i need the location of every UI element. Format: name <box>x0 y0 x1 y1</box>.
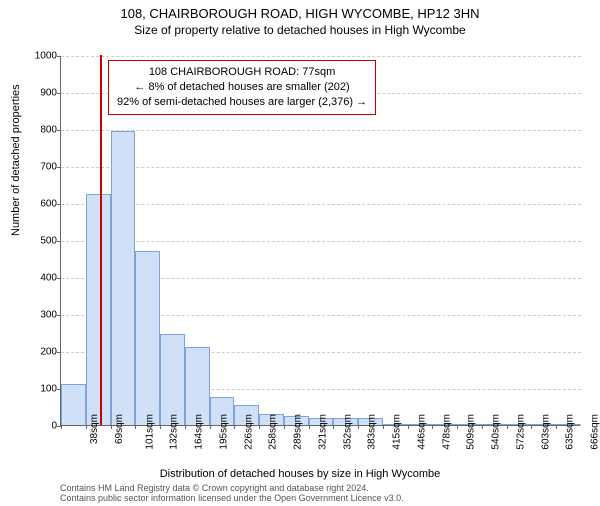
x-tick-label: 101sqm <box>144 414 155 450</box>
grid-line <box>61 167 581 168</box>
x-tick-label: 352sqm <box>342 414 353 450</box>
x-tick-label: 258sqm <box>268 414 279 450</box>
x-tick-label: 446sqm <box>416 414 427 450</box>
chart-title: 108, CHAIRBOROUGH ROAD, HIGH WYCOMBE, HP… <box>0 6 600 21</box>
x-tick-label: 38sqm <box>89 414 100 444</box>
x-tick-label: 164sqm <box>194 414 205 450</box>
y-axis-label: Number of detached properties <box>10 84 22 236</box>
info-line-3: 92% of semi-detached houses are larger (… <box>117 95 367 110</box>
y-tick-label: 0 <box>27 421 57 432</box>
y-tick-label: 500 <box>27 236 57 247</box>
chart-subtitle: Size of property relative to detached ho… <box>0 23 600 37</box>
x-tick-label: 540sqm <box>491 414 502 450</box>
footer-line-2: Contains public sector information licen… <box>60 494 404 504</box>
x-tick-label: 415sqm <box>392 414 403 450</box>
x-tick-label: 603sqm <box>540 414 551 450</box>
y-tick-label: 200 <box>27 347 57 358</box>
chart-area: 0100200300400500600700800900100038sqm69s… <box>60 56 580 426</box>
y-tick-label: 100 <box>27 384 57 395</box>
property-marker-line <box>100 55 102 425</box>
y-tick-label: 400 <box>27 273 57 284</box>
info-line-1: 108 CHAIRBOROUGH ROAD: 77sqm <box>117 65 367 80</box>
x-tick-label: 666sqm <box>590 414 600 450</box>
grid-line <box>61 241 581 242</box>
grid-line <box>61 56 581 57</box>
histogram-bar <box>61 384 86 425</box>
info-box: 108 CHAIRBOROUGH ROAD: 77sqm ← 8% of det… <box>108 60 376 115</box>
info-line-2: ← 8% of detached houses are smaller (202… <box>117 80 367 95</box>
x-tick-label: 635sqm <box>565 414 576 450</box>
x-tick-label: 478sqm <box>441 414 452 450</box>
x-tick-label: 132sqm <box>169 414 180 450</box>
x-tick-label: 195sqm <box>218 414 229 450</box>
y-tick-label: 800 <box>27 125 57 136</box>
histogram-bar <box>111 131 136 425</box>
y-tick-label: 700 <box>27 162 57 173</box>
histogram-bar <box>86 194 111 425</box>
footer: Contains HM Land Registry data © Crown c… <box>60 484 404 504</box>
histogram-bar <box>160 334 185 425</box>
x-tick-label: 226sqm <box>243 414 254 450</box>
x-tick-label: 69sqm <box>114 414 125 444</box>
y-tick-label: 300 <box>27 310 57 321</box>
x-tick-label: 321sqm <box>317 414 328 450</box>
x-tick-label: 572sqm <box>516 414 527 450</box>
x-tick-label: 383sqm <box>367 414 378 450</box>
y-tick-label: 1000 <box>27 51 57 62</box>
histogram-bar <box>135 251 160 425</box>
x-axis-label: Distribution of detached houses by size … <box>0 468 600 480</box>
x-tick-label: 289sqm <box>293 414 304 450</box>
grid-line <box>61 204 581 205</box>
y-tick-label: 600 <box>27 199 57 210</box>
y-tick-label: 900 <box>27 88 57 99</box>
grid-line <box>61 130 581 131</box>
x-tick-label: 509sqm <box>466 414 477 450</box>
